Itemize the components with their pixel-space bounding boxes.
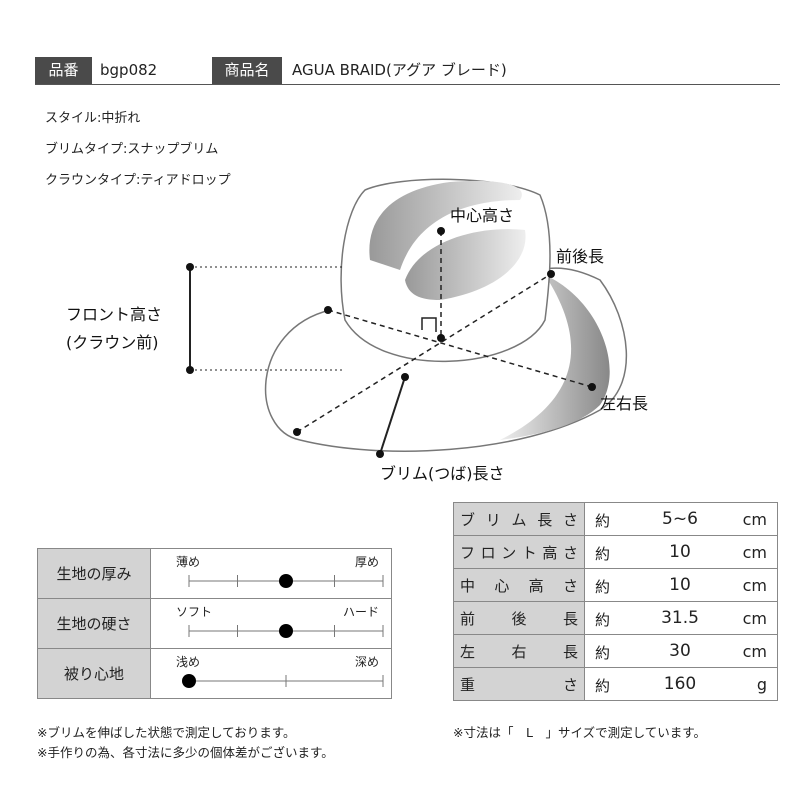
label-left-right: 左右長 — [600, 394, 649, 413]
measurement-row: フロント高さ 約 10 cm — [453, 535, 778, 569]
label-brim-length: ブリム(つば)長さ — [380, 464, 505, 483]
spec-crown-type: クラウンタイプ:ティアドロップ — [45, 173, 231, 188]
feel-row: 生地の厚み 薄め 厚め — [37, 548, 392, 599]
approx-label: 約 — [595, 644, 611, 662]
measure-value: 10 — [669, 542, 691, 562]
label-front-height: フロント高さ — [66, 305, 163, 324]
feel-row: 生地の硬さ ソフト ハード — [37, 598, 392, 649]
spec-brim-type: ブリムタイプ:スナップブリム — [45, 142, 219, 157]
feel-row: 被り心地 浅め 深め — [37, 648, 392, 699]
approx-label: 約 — [595, 677, 611, 695]
measure-unit: cm — [742, 642, 767, 661]
scale-bar — [182, 674, 384, 688]
label-front-height-sub: (クラウン前) — [66, 333, 159, 352]
measure-label: 重さ — [460, 675, 578, 694]
scale-bar — [188, 624, 384, 638]
measure-value: 160 — [663, 674, 697, 694]
name-value: AGUA BRAID(アグア ブレード) — [292, 61, 507, 79]
measure-value: 31.5 — [661, 608, 699, 628]
scale-max-label: 厚め — [354, 555, 379, 569]
measure-unit: g — [756, 675, 767, 694]
feel-table: 生地の厚み 薄め 厚め 生地の硬さ ソフト ハード 被り心地 浅め 深め — [37, 548, 392, 699]
approx-label: 約 — [595, 611, 611, 629]
scale-marker — [182, 674, 196, 688]
scale-min-label: ソフト — [176, 605, 213, 619]
measurement-row: 中心高さ 約 10 cm — [453, 568, 778, 602]
measurement-row: 重さ 約 160 g — [453, 667, 778, 701]
feel-label: 生地の厚み — [37, 548, 151, 599]
measurement-row: ブリム長さ 約 5~6 cm — [453, 502, 778, 536]
scale-max-label: 深め — [354, 655, 379, 669]
hat-diagram — [186, 178, 628, 458]
approx-label: 約 — [595, 578, 611, 596]
measurement-table: ブリム長さ 約 5~6 cm フロント高さ 約 10 cm 中心高さ 約 10 cm… — [453, 502, 778, 701]
measurement-row: 前後長 約 31.5 cm — [453, 601, 778, 635]
measure-label: 左右長 — [460, 642, 578, 661]
measure-value: 30 — [669, 641, 691, 661]
approx-label: 約 — [595, 512, 611, 530]
note-size: ※寸法は「 L 」サイズで測定しています。 — [453, 725, 706, 740]
measure-value: 10 — [669, 575, 691, 595]
feel-label: 生地の硬さ — [37, 598, 151, 649]
measure-unit: cm — [742, 543, 767, 562]
header-divider — [35, 84, 780, 85]
note-brim: ※ブリムを伸ばした状態で測定しております。 — [37, 725, 296, 740]
name-label: 商品名 — [212, 57, 282, 84]
approx-label: 約 — [595, 545, 611, 563]
measure-label: フロント高さ — [460, 543, 578, 562]
measure-label: ブリム長さ — [460, 510, 578, 529]
scale-min-label: 浅め — [176, 655, 201, 669]
label-front-back: 前後長 — [556, 247, 605, 266]
note-handmade: ※手作りの為、各寸法に多少の個体差がございます。 — [37, 745, 334, 760]
measure-value: 5~6 — [662, 509, 698, 529]
feel-label: 被り心地 — [37, 648, 151, 699]
scale-min-label: 薄め — [176, 555, 201, 569]
measurement-row: 左右長 約 30 cm — [453, 634, 778, 668]
label-center-height: 中心高さ — [450, 206, 515, 225]
code-label: 品番 — [35, 57, 92, 84]
measure-unit: cm — [742, 609, 767, 628]
scale-max-label: ハード — [342, 605, 379, 619]
hat-illustration — [264, 178, 628, 452]
measure-label: 中心高さ — [460, 576, 578, 595]
scale-bar — [188, 574, 384, 588]
scale-marker — [279, 624, 293, 638]
measure-unit: cm — [742, 576, 767, 595]
code-value: bgp082 — [100, 61, 158, 79]
spec-style: スタイル:中折れ — [45, 111, 141, 126]
measure-label: 前後長 — [460, 609, 578, 628]
scale-marker — [279, 574, 293, 588]
measure-unit: cm — [742, 510, 767, 529]
